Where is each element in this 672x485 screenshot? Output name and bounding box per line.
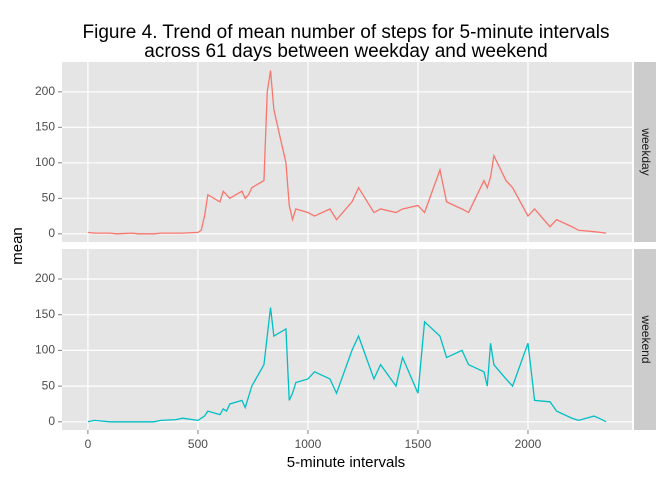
strip-label: weekday bbox=[639, 127, 653, 175]
panel-background bbox=[62, 62, 632, 242]
y-tick-label: 100 bbox=[35, 155, 55, 169]
chart-title: Figure 4. Trend of mean number of steps … bbox=[83, 22, 610, 43]
x-tick-label: 1500 bbox=[405, 437, 432, 451]
y-tick-label: 0 bbox=[48, 226, 55, 240]
y-tick-label: 200 bbox=[35, 84, 55, 98]
series-line bbox=[87, 307, 607, 423]
strip-label: weekend bbox=[639, 314, 653, 363]
y-tick-label: 150 bbox=[35, 307, 55, 321]
y-tick-label: 200 bbox=[35, 271, 55, 285]
chart-title: across 61 days between weekday and weeke… bbox=[144, 41, 547, 62]
y-axis-title: mean bbox=[9, 227, 26, 265]
strip-background bbox=[634, 249, 656, 430]
y-tick-label: 100 bbox=[35, 343, 55, 357]
x-tick-label: 500 bbox=[188, 437, 208, 451]
strip-background bbox=[634, 62, 656, 242]
x-tick-label: 1000 bbox=[295, 437, 322, 451]
panel-background bbox=[62, 249, 632, 430]
x-tick-label: 0 bbox=[85, 437, 92, 451]
y-tick-label: 150 bbox=[35, 119, 55, 133]
y-tick-label: 50 bbox=[42, 378, 56, 392]
x-axis-title: 5-minute intervals bbox=[287, 454, 405, 471]
series-line bbox=[87, 70, 607, 235]
y-tick-label: 50 bbox=[42, 191, 56, 205]
x-tick-label: 2000 bbox=[515, 437, 542, 451]
y-tick-label: 0 bbox=[48, 414, 55, 428]
